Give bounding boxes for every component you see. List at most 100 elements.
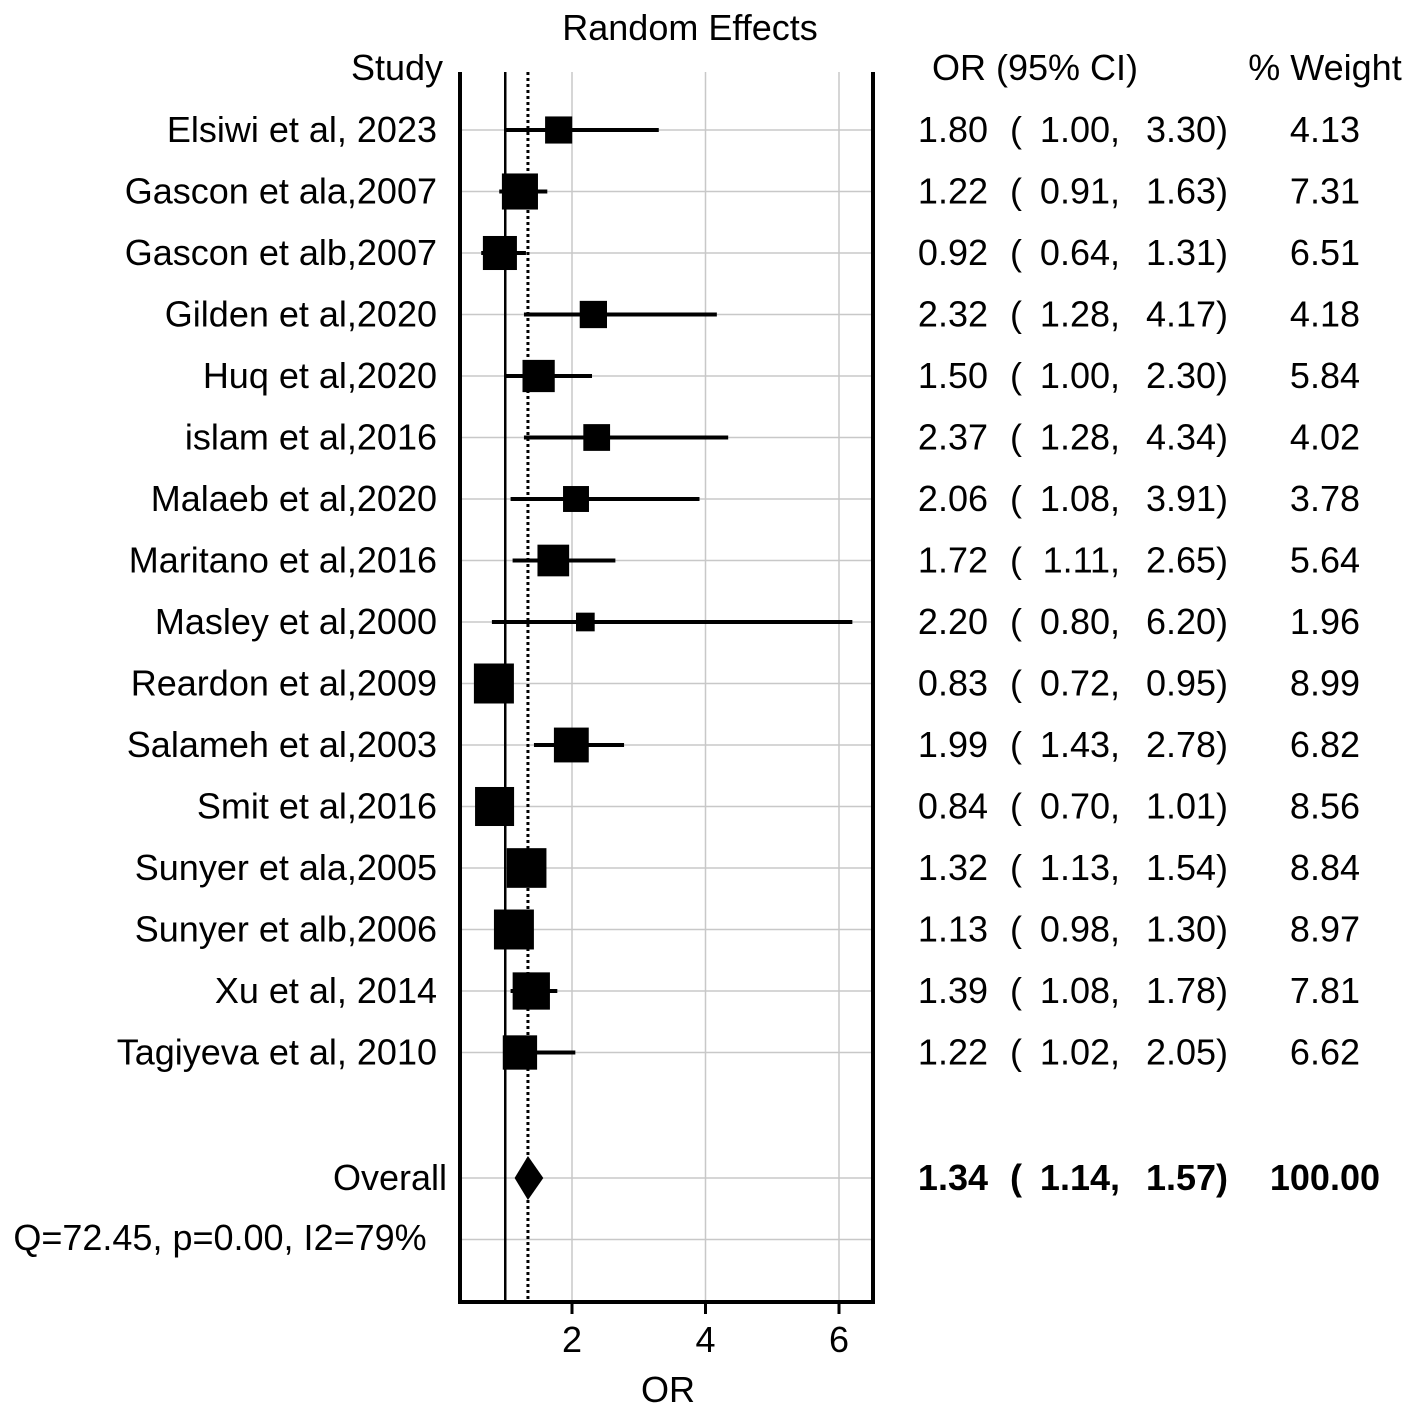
study-label: Maritano et al,2016: [129, 540, 437, 581]
study-label: Gascon et ala,2007: [125, 171, 437, 212]
study-square: [522, 359, 555, 393]
overall-weight-value: 100.00: [1270, 1157, 1380, 1198]
weight-value: 1.96: [1290, 601, 1360, 642]
x-tick-label: 4: [695, 1319, 715, 1360]
or-value: 1.22: [918, 171, 988, 212]
or-value: 2.37: [918, 417, 988, 458]
x-tick-label: 2: [562, 1319, 582, 1360]
weight-value: 6.51: [1290, 232, 1360, 273]
study-column-header: Study: [351, 47, 443, 88]
weight-value: 5.64: [1290, 540, 1360, 581]
study-marks: [473, 116, 853, 1200]
or-value: 1.80: [918, 109, 988, 150]
weight-value: 7.31: [1290, 171, 1360, 212]
ci-lower: 1.00,: [1040, 109, 1120, 150]
study-label: Malaeb et al,2020: [151, 478, 437, 519]
weight-value: 7.81: [1290, 970, 1360, 1011]
study-label: Gilden et al,2020: [165, 294, 437, 335]
ci-open-paren: (: [1010, 786, 1022, 827]
study-label: Sunyer et ala,2005: [135, 847, 437, 888]
ci-lower: 0.80,: [1040, 601, 1120, 642]
ci-lower: 1.28,: [1040, 294, 1120, 335]
ci-upper: 2.05): [1146, 1032, 1228, 1073]
study-label: Gascon et alb,2007: [125, 232, 437, 273]
text-labels: Random Effects Study OR (95% CI) % Weigh…: [13, 7, 1401, 1410]
ci-column-header: OR (95% CI): [932, 47, 1138, 88]
weight-column-header: % Weight: [1248, 47, 1401, 88]
study-label: Elsiwi et al, 2023: [167, 109, 437, 150]
ci-lower: 1.02,: [1040, 1032, 1120, 1073]
ci-open-paren: (: [1010, 601, 1022, 642]
weight-value: 4.18: [1290, 294, 1360, 335]
ci-upper: 0.95): [1146, 663, 1228, 704]
ci-open-paren: (: [1010, 171, 1022, 212]
ci-upper: 2.65): [1146, 540, 1228, 581]
study-label: Smit et al,2016: [197, 786, 437, 827]
study-square: [502, 1035, 538, 1070]
ci-open-paren: (: [1010, 478, 1022, 519]
study-square: [576, 612, 595, 632]
or-value: 2.32: [918, 294, 988, 335]
weight-value: 6.62: [1290, 1032, 1360, 1073]
study-square: [563, 486, 589, 512]
weight-value: 8.97: [1290, 909, 1360, 950]
weight-value: 3.78: [1290, 478, 1360, 519]
weight-value: 6.82: [1290, 724, 1360, 765]
ci-upper: 1.30): [1146, 909, 1228, 950]
ci-upper: 1.78): [1146, 970, 1228, 1011]
ci-lower: 1.13,: [1040, 847, 1120, 888]
x-axis-label: OR: [641, 1369, 695, 1410]
ci-upper: 1.63): [1146, 171, 1228, 212]
study-square: [482, 235, 517, 271]
study-label: Salameh et al,2003: [127, 724, 437, 765]
ci-upper: 6.20): [1146, 601, 1228, 642]
or-value: 1.32: [918, 847, 988, 888]
overall-ci-lower: 1.14,: [1040, 1157, 1120, 1198]
study-label: Masley et al,2000: [155, 601, 437, 642]
weight-value: 5.84: [1290, 355, 1360, 396]
study-square: [537, 544, 570, 577]
ci-lower: 1.08,: [1040, 970, 1120, 1011]
or-value: 0.83: [918, 663, 988, 704]
ci-lower: 1.11,: [1043, 540, 1120, 581]
ci-upper: 1.54): [1146, 847, 1228, 888]
study-square: [512, 972, 550, 1010]
study-square: [583, 424, 611, 451]
overall-or-value: 1.34: [918, 1157, 988, 1198]
weight-value: 8.99: [1290, 663, 1360, 704]
study-square: [493, 909, 534, 950]
ci-upper: 1.31): [1146, 232, 1228, 273]
ci-upper: 1.01): [1146, 786, 1228, 827]
plot-frame: [458, 72, 875, 1314]
heterogeneity-stats: Q=72.45, p=0.00, I2=79%: [13, 1217, 426, 1258]
ci-lower: 1.28,: [1040, 417, 1120, 458]
or-value: 1.13: [918, 909, 988, 950]
ci-lower: 0.70,: [1040, 786, 1120, 827]
or-value: 1.39: [918, 970, 988, 1011]
study-square: [475, 786, 515, 827]
ci-open-paren: (: [1010, 417, 1022, 458]
ci-open-paren: (: [1010, 847, 1022, 888]
ci-lower: 0.98,: [1040, 909, 1120, 950]
ci-lower: 1.43,: [1040, 724, 1120, 765]
or-value: 2.06: [918, 478, 988, 519]
study-label: Xu et al, 2014: [215, 970, 437, 1011]
study-label: Tagiyeva et al, 2010: [117, 1032, 437, 1073]
study-square: [473, 663, 514, 704]
ci-open-paren: (: [1010, 1032, 1022, 1073]
or-value: 1.22: [918, 1032, 988, 1073]
ci-open-paren: (: [1010, 663, 1022, 704]
study-square: [579, 300, 607, 329]
chart-title: Random Effects: [562, 7, 817, 48]
ci-lower: 0.64,: [1040, 232, 1120, 273]
overall-ci-open-paren: (: [1010, 1157, 1022, 1198]
ci-open-paren: (: [1010, 355, 1022, 396]
weight-value: 4.13: [1290, 109, 1360, 150]
study-square: [553, 727, 589, 763]
ci-upper: 3.91): [1146, 478, 1228, 519]
ci-open-paren: (: [1010, 540, 1022, 581]
or-value: 2.20: [918, 601, 988, 642]
ci-upper: 2.78): [1146, 724, 1228, 765]
or-value: 1.99: [918, 724, 988, 765]
study-square: [501, 173, 538, 210]
